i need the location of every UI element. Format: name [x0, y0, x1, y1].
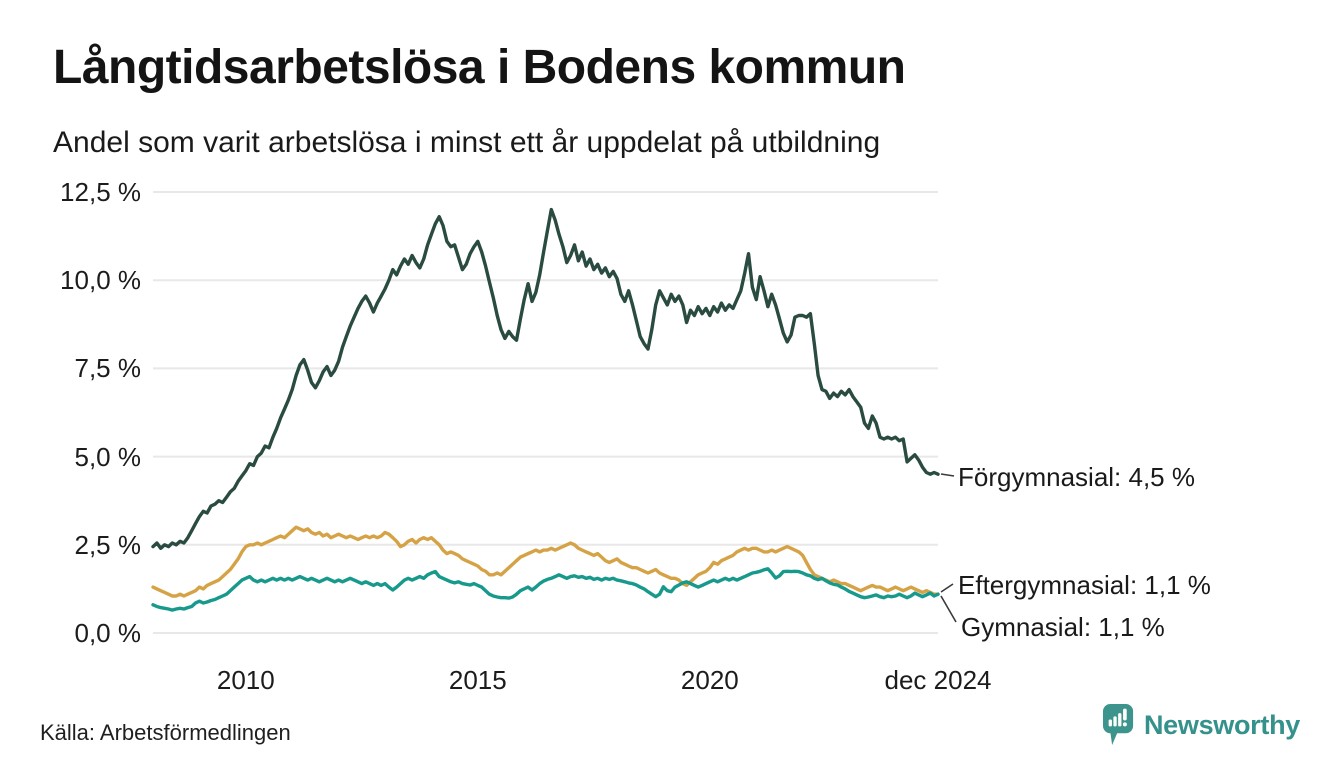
label-connector-eftergymnasial: [940, 583, 954, 593]
series-label-gymnasial: Gymnasial: 1,1 %: [961, 612, 1165, 642]
source-note: Källa: Arbetsförmedlingen: [40, 720, 291, 745]
label-connector-gymnasial: [940, 595, 957, 623]
y-tick-label: 2,5 %: [74, 529, 142, 560]
x-tick-label: 2010: [216, 665, 275, 695]
y-tick-label: 12,5 %: [60, 177, 141, 207]
y-tick-label: 0,0 %: [74, 618, 142, 648]
series-line-eftergymnasial: [151, 525, 940, 598]
series-label-eftergymnasial: Eftergymnasial: 1,1 %: [958, 570, 1211, 600]
x-tick-label: 2015: [448, 665, 507, 695]
series-line-gymnasial: [151, 567, 940, 612]
chart-subtitle: Andel som varit arbetslösa i minst ett å…: [53, 126, 881, 159]
newsworthy-logo-text: Newsworthy: [1143, 709, 1300, 740]
page-title: Långtidsarbetslösa i Bodens kommun: [53, 41, 906, 94]
y-tick-label: 10,0 %: [60, 265, 141, 296]
newsworthy-logo: Newsworthy: [1102, 703, 1300, 747]
y-tick-label: 5,0 %: [74, 441, 142, 472]
newsworthy-logo-icon: [1102, 704, 1134, 746]
label-connector-forgymnasial: [940, 473, 955, 477]
x-tick-label: 2020: [680, 665, 739, 695]
y-tick-label: 7,5 %: [74, 353, 142, 384]
series-line-förgymnasial: [151, 207, 940, 550]
x-tick-label: dec 2024: [884, 665, 992, 695]
series-label-forgymnasial: Förgymnasial: 4,5 %: [958, 462, 1195, 492]
